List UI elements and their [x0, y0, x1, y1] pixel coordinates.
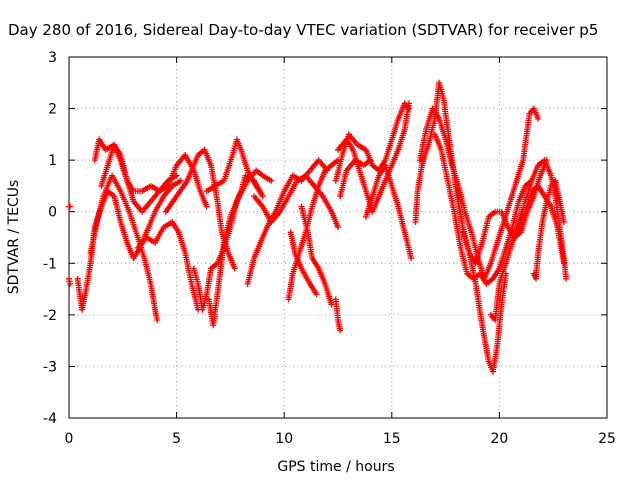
y-tick-label: 3	[48, 50, 57, 66]
chart-title: Day 280 of 2016, Sidereal Day-to-day VTE…	[8, 21, 598, 39]
y-tick-label: 2	[48, 102, 57, 118]
y-tick-label: -3	[43, 359, 57, 375]
x-tick-label: 20	[490, 431, 508, 447]
y-axis-label: SDTVAR / TECUs	[6, 180, 22, 295]
x-axis-label: GPS time / hours	[277, 459, 394, 475]
plot-frame	[68, 56, 608, 419]
sdtvar-markers	[66, 79, 570, 375]
y-tick-label: 0	[48, 205, 57, 221]
x-tick-label: 15	[383, 431, 401, 447]
y-tick-label: -2	[43, 308, 57, 324]
x-tick-label: 0	[65, 431, 74, 447]
x-tick-label: 5	[172, 431, 181, 447]
data-points	[66, 79, 570, 375]
y-tick-label: 1	[48, 153, 57, 169]
x-tick-label: 25	[598, 431, 616, 447]
axis-ticks: 0 5 10 15 20 25 -4 -3 -2 -1 0 1 2 3	[43, 50, 616, 447]
y-tick-label: -1	[43, 256, 57, 272]
y-tick-label: -4	[43, 411, 57, 427]
x-tick-label: 10	[275, 431, 293, 447]
